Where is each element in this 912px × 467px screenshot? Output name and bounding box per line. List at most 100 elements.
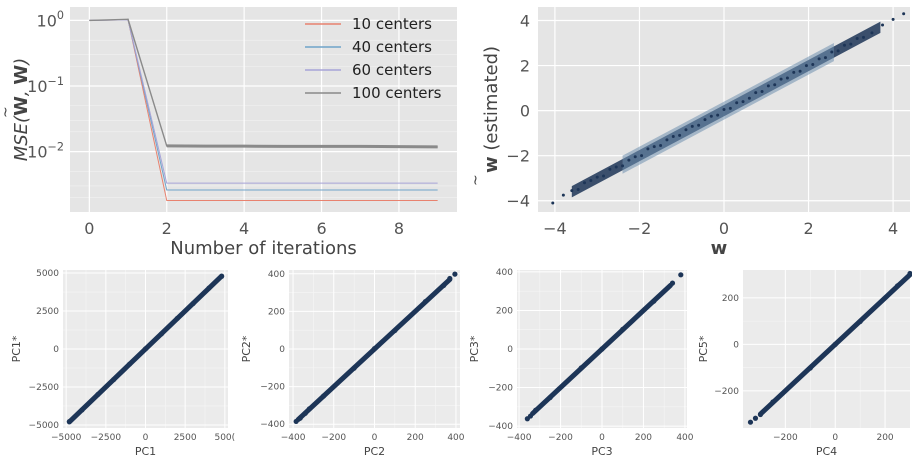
pc-scatter-point <box>371 346 378 352</box>
pc-scatter-point <box>127 361 133 367</box>
w-scatter-point <box>576 187 580 191</box>
mse-y-axis-label: MSE(W, W) <box>11 58 32 162</box>
pc-scatter-point <box>441 282 447 289</box>
w-scatter-point <box>817 57 821 61</box>
pc-scatter-point <box>351 365 357 371</box>
w-x-tick-label: −4 <box>543 219 567 238</box>
pc-scatter-point <box>306 406 312 412</box>
pc-y-axis-label: PC2* <box>240 335 253 362</box>
pc-scatter-point <box>757 411 764 418</box>
pc-scatter-point <box>452 271 458 277</box>
w-y-tick-label: 2 <box>520 57 530 76</box>
mse-series-100-plateau <box>166 144 438 149</box>
pc-y-tick-label: −400 <box>488 422 513 432</box>
w-y-tick-label: −4 <box>506 192 530 211</box>
legend-entry-label: 10 centers <box>352 15 432 33</box>
pc-x-axis-label: PC3 <box>591 445 612 458</box>
pc-y-tick-label: 200 <box>496 306 513 316</box>
legend-entry-label: 60 centers <box>352 61 432 79</box>
pc-y-tick-label: 400 <box>268 270 285 280</box>
w-scatter-point <box>830 50 834 54</box>
pc-scatter-point <box>752 415 759 421</box>
pc-scatter-point <box>174 315 180 322</box>
pc-scatter-point <box>206 285 212 291</box>
w-x-axis-label: w <box>711 238 728 259</box>
w-y-axis-label: w (estimated) <box>481 46 502 173</box>
w-scatter-point <box>741 100 745 104</box>
w-scatter-point <box>652 145 656 149</box>
w-scatter-point <box>747 96 751 100</box>
pc-scatter-point <box>79 407 85 413</box>
pc-scatter-point <box>321 393 327 399</box>
pc-scatter-point <box>807 365 813 371</box>
w-scatter-point <box>595 175 599 179</box>
w-scatter-point <box>881 23 885 27</box>
pc-scatter-point <box>620 326 626 332</box>
w-scatter-point <box>665 138 669 142</box>
pc-y-tick-label: −200 <box>714 387 739 397</box>
w-scatter-point <box>792 70 796 74</box>
w-scatter-point <box>684 128 688 132</box>
w-scatter-point <box>823 56 827 60</box>
mse-series-line <box>89 19 438 184</box>
pc-y-tick-label: 400 <box>496 268 513 278</box>
w-scatter-point <box>703 118 707 122</box>
w-scatter-point <box>811 62 815 66</box>
mse-tilde-mark: ~ <box>0 106 14 118</box>
pc-x-axis-label: PC1 <box>135 445 156 458</box>
pc-x-tick-label: 200 <box>407 433 424 443</box>
pc-scatter-point <box>527 413 534 419</box>
pc-y-axis-label: PC5* <box>697 335 710 362</box>
w-scatter-point <box>779 77 783 81</box>
pc-x-tick-label: −400 <box>281 433 306 443</box>
pc-y-tick-label: −200 <box>260 383 285 393</box>
pc-y-tick-label: −2500 <box>29 383 60 393</box>
mse-series-line <box>89 19 438 201</box>
pc-scatter-point <box>894 283 901 289</box>
pc-x-tick-label: −200 <box>321 433 346 443</box>
w-scatter-point <box>697 123 701 127</box>
w-scatter-point <box>671 135 675 139</box>
pc-y-tick-label: −200 <box>488 384 513 394</box>
w-scatter-point <box>722 108 726 111</box>
pc-y-tick-label: 0 <box>53 345 59 355</box>
w-scatter-point <box>551 201 555 205</box>
pc-y-tick-label: 200 <box>268 307 285 317</box>
w-y-tick-label: 4 <box>520 12 530 31</box>
pc-y-tick-label: 0 <box>733 340 739 350</box>
w-scatter-point <box>589 178 593 182</box>
w-scatter-point <box>798 69 802 73</box>
w-scatter-point <box>870 31 874 35</box>
pc-scatter-point <box>857 318 863 325</box>
w-scatter-point <box>766 84 770 88</box>
w-scatter-point <box>842 43 846 47</box>
w-scatter-point <box>646 147 650 151</box>
pc-scatter-point <box>111 376 117 383</box>
pc-scatter-point <box>533 407 539 413</box>
pc-y-tick-label: 0 <box>279 345 285 355</box>
pc-x-tick-label: 500( <box>214 433 235 443</box>
pc-x-tick-label: 400 <box>447 433 464 443</box>
pc-y-tick-label: −400 <box>260 420 285 430</box>
pc-x-tick-label: 0 <box>832 433 838 443</box>
pc-scatter-point <box>651 298 657 304</box>
w-x-tick-label: −2 <box>628 219 652 238</box>
pc-x-tick-label: 0 <box>599 433 605 443</box>
mse-series-line <box>89 19 438 191</box>
w-x-tick-label: 0 <box>719 219 729 238</box>
w-scatter-point <box>602 174 606 178</box>
pc-scatter-point <box>392 327 398 334</box>
pc-scatter-point <box>907 270 912 277</box>
pc-scatter-point <box>219 273 225 279</box>
w-point-cloud-highlight <box>622 43 834 174</box>
w-scatter-point <box>891 17 895 21</box>
mse-y-tick-label: 10−2 <box>27 140 64 161</box>
w-scatter-point <box>716 113 720 117</box>
pc-x-tick-label: 200 <box>876 433 893 443</box>
pc-scatter-point <box>422 299 428 305</box>
pc-y-tick-label: −5000 <box>29 421 60 431</box>
pc-scatter-point <box>578 365 584 371</box>
pc-x-tick-label: −200 <box>548 433 573 443</box>
pc-scatter-point <box>599 346 605 352</box>
w-scatter-point <box>836 49 840 53</box>
